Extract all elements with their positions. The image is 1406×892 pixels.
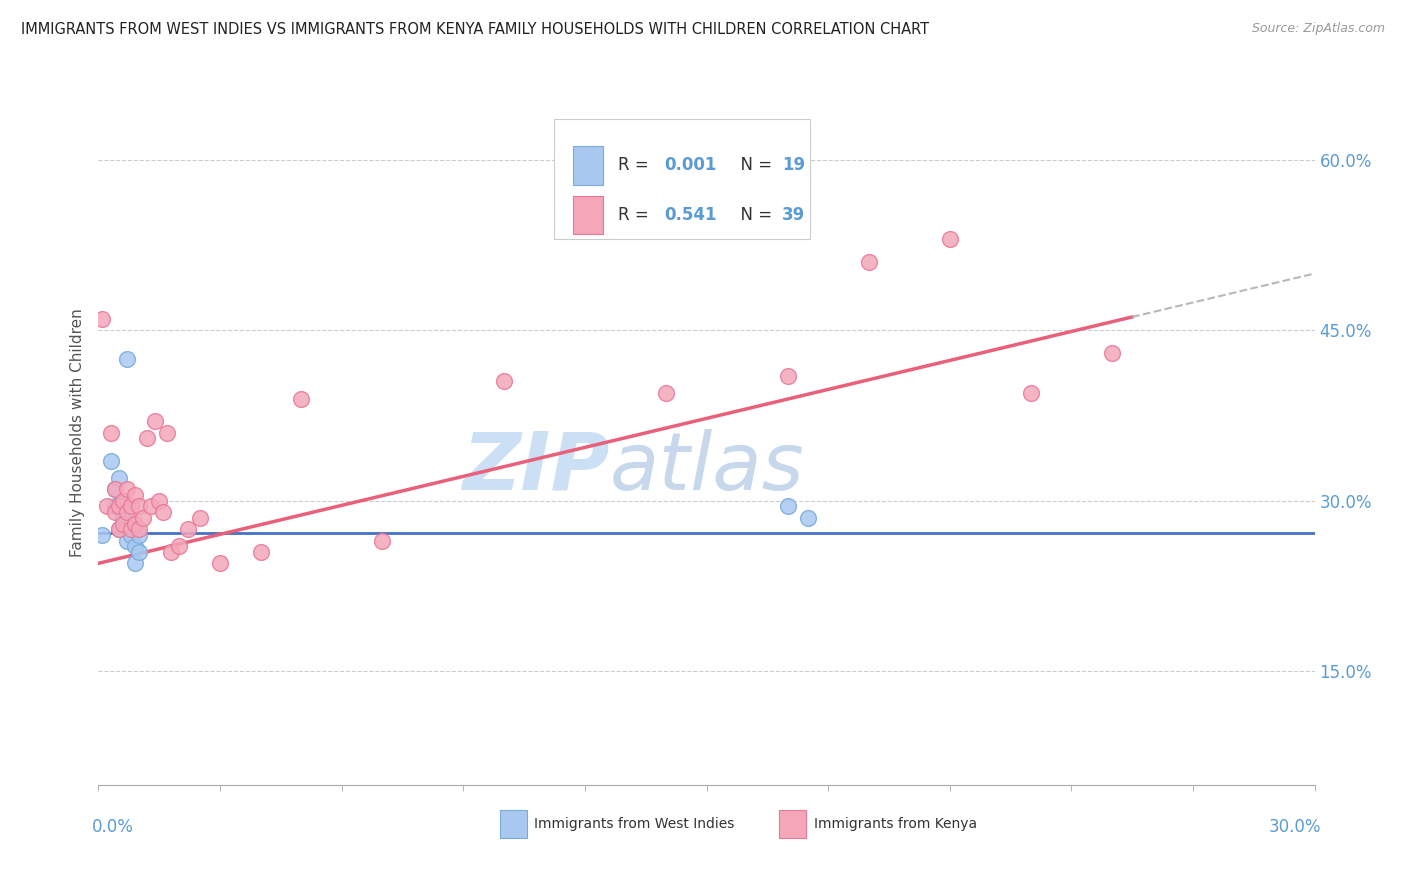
Point bbox=[290, 392, 312, 406]
Point bbox=[249, 545, 271, 559]
Point bbox=[111, 493, 134, 508]
Point bbox=[160, 545, 183, 559]
Bar bbox=[572, 146, 603, 185]
Point bbox=[188, 511, 211, 525]
Point bbox=[139, 500, 162, 514]
Point bbox=[120, 516, 142, 531]
Point bbox=[776, 368, 799, 383]
Text: IMMIGRANTS FROM WEST INDIES VS IMMIGRANTS FROM KENYA FAMILY HOUSEHOLDS WITH CHIL: IMMIGRANTS FROM WEST INDIES VS IMMIGRANT… bbox=[21, 22, 929, 37]
Point bbox=[148, 493, 170, 508]
Point bbox=[104, 483, 127, 497]
Point bbox=[492, 375, 515, 389]
Point bbox=[115, 533, 138, 548]
Point bbox=[107, 471, 129, 485]
Point bbox=[124, 516, 146, 531]
Y-axis label: Family Households with Children: Family Households with Children bbox=[70, 309, 86, 557]
Text: Source: ZipAtlas.com: Source: ZipAtlas.com bbox=[1251, 22, 1385, 36]
FancyBboxPatch shape bbox=[554, 119, 810, 239]
Point bbox=[115, 500, 138, 514]
Text: atlas: atlas bbox=[609, 429, 804, 507]
Point bbox=[115, 505, 138, 519]
Point bbox=[111, 516, 134, 531]
Text: Immigrants from West Indies: Immigrants from West Indies bbox=[534, 817, 734, 830]
Point bbox=[209, 557, 232, 571]
Point bbox=[111, 493, 134, 508]
Point bbox=[176, 522, 198, 536]
Point bbox=[132, 511, 155, 525]
Point bbox=[1019, 385, 1042, 400]
Text: ZIP: ZIP bbox=[461, 429, 609, 507]
Point bbox=[111, 511, 134, 525]
Point bbox=[128, 545, 150, 559]
Point bbox=[104, 483, 127, 497]
Text: 0.001: 0.001 bbox=[664, 156, 716, 175]
Point bbox=[96, 500, 118, 514]
Point bbox=[124, 539, 146, 553]
Point bbox=[100, 454, 122, 468]
Text: R =: R = bbox=[617, 206, 654, 224]
Point bbox=[120, 522, 142, 536]
Point bbox=[124, 557, 146, 571]
Point bbox=[100, 425, 122, 440]
Text: 0.541: 0.541 bbox=[664, 206, 717, 224]
Text: 19: 19 bbox=[782, 156, 806, 175]
Bar bbox=[499, 810, 526, 838]
Text: R =: R = bbox=[617, 156, 654, 175]
Point bbox=[371, 533, 394, 548]
Text: Immigrants from Kenya: Immigrants from Kenya bbox=[814, 817, 977, 830]
Point bbox=[143, 414, 166, 428]
Point bbox=[152, 505, 174, 519]
Text: N =: N = bbox=[730, 206, 778, 224]
Point bbox=[107, 522, 129, 536]
Point bbox=[104, 505, 127, 519]
Point bbox=[156, 425, 179, 440]
Point bbox=[120, 528, 142, 542]
Point bbox=[169, 539, 191, 553]
Point bbox=[128, 528, 150, 542]
Point bbox=[107, 522, 129, 536]
Point bbox=[655, 385, 678, 400]
Point bbox=[115, 483, 138, 497]
Point bbox=[136, 431, 159, 445]
Text: 30.0%: 30.0% bbox=[1268, 818, 1320, 836]
Point bbox=[128, 522, 150, 536]
Point bbox=[104, 500, 127, 514]
Bar bbox=[572, 195, 603, 235]
Text: 39: 39 bbox=[782, 206, 806, 224]
Point bbox=[858, 255, 880, 269]
Text: N =: N = bbox=[730, 156, 778, 175]
Text: 0.0%: 0.0% bbox=[93, 818, 134, 836]
Point bbox=[124, 488, 146, 502]
Bar bbox=[779, 810, 806, 838]
Point bbox=[91, 312, 114, 326]
Point bbox=[115, 351, 138, 366]
Point bbox=[797, 511, 820, 525]
Point bbox=[128, 500, 150, 514]
Point bbox=[776, 500, 799, 514]
Point bbox=[120, 500, 142, 514]
Point bbox=[939, 232, 962, 246]
Point bbox=[91, 528, 114, 542]
Point bbox=[1101, 346, 1123, 360]
Point bbox=[107, 500, 129, 514]
